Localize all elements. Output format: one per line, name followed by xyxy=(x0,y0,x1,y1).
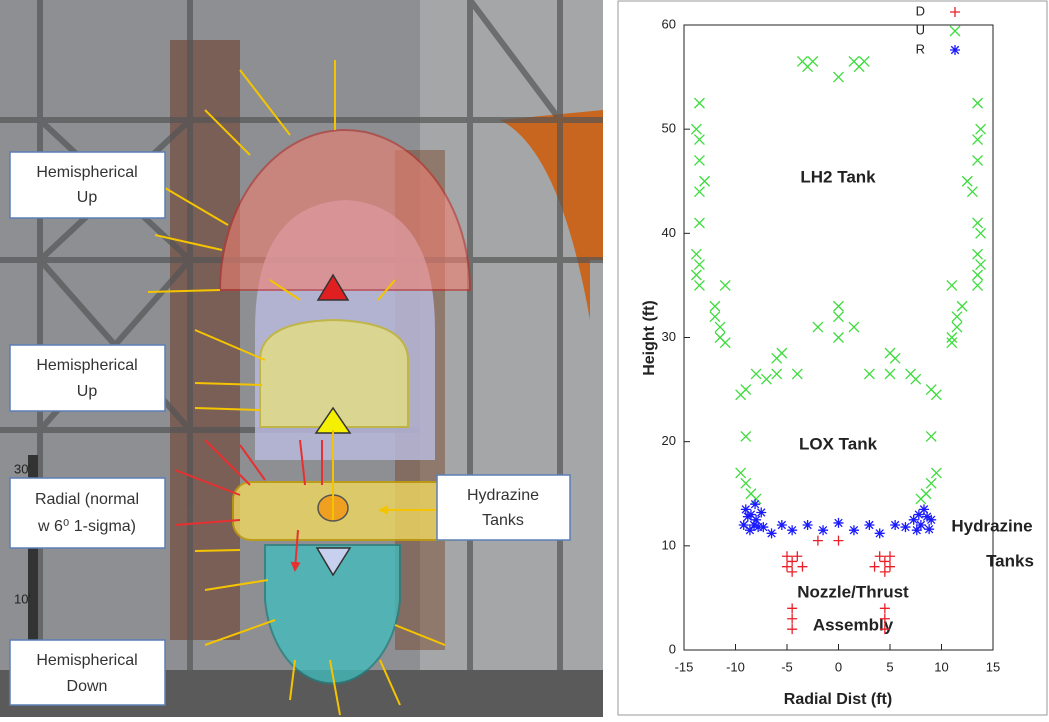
point xyxy=(756,508,766,518)
ruler-label: 10' xyxy=(14,591,31,606)
point xyxy=(875,528,885,538)
y-tick-label: 20 xyxy=(662,433,676,448)
x-axis-label: Radial Dist (ft) xyxy=(784,691,892,708)
chart-panel xyxy=(618,1,1047,715)
illustration: 30' 10' Hemispherical Up Hemispherical U… xyxy=(0,0,603,717)
label-box: Hemispherical Up xyxy=(10,345,165,411)
x-tick-label: 15 xyxy=(986,659,1000,674)
y-tick-label: 0 xyxy=(669,641,676,656)
y-tick-label: 10 xyxy=(662,537,676,552)
point xyxy=(758,522,768,532)
point xyxy=(818,525,828,535)
point xyxy=(803,520,813,530)
point xyxy=(926,515,936,525)
point xyxy=(890,520,900,530)
legend-marker xyxy=(950,45,960,55)
label-box: Hydrazine Tanks xyxy=(437,475,570,540)
point xyxy=(745,525,755,535)
label-box: Hemispherical Up xyxy=(10,152,165,218)
label: Hemispherical xyxy=(36,652,137,669)
point xyxy=(750,499,760,509)
point xyxy=(777,520,787,530)
x-tick-label: 10 xyxy=(934,659,948,674)
label: Hemispherical xyxy=(36,357,137,374)
annotation: Hydrazine xyxy=(951,516,1032,535)
y-tick-label: 60 xyxy=(662,16,676,31)
legend-label: U xyxy=(916,22,925,37)
label: Radial (normal xyxy=(35,491,139,508)
legend-label: R xyxy=(916,41,925,56)
x-tick-label: 0 xyxy=(835,659,842,674)
x-tick-label: -5 xyxy=(781,659,793,674)
point xyxy=(849,525,859,535)
legend-label: D xyxy=(916,3,925,18)
point xyxy=(739,520,749,530)
point xyxy=(767,528,777,538)
label: w 6⁰ 1-sigma) xyxy=(37,518,136,535)
annotation: LH2 Tank xyxy=(800,167,876,186)
label-box: Radial (normal w 6⁰ 1-sigma) xyxy=(10,478,165,548)
point xyxy=(864,520,874,530)
label: Up xyxy=(77,189,98,206)
point xyxy=(912,525,922,535)
figure: 30' 10' Hemispherical Up Hemispherical U… xyxy=(0,0,1049,717)
annotation: LOX Tank xyxy=(799,434,878,453)
ruler-label: 30' xyxy=(14,461,31,476)
label: Hemispherical xyxy=(36,164,137,181)
x-tick-label: -15 xyxy=(675,659,694,674)
point xyxy=(787,525,797,535)
label: Up xyxy=(77,383,98,400)
annotation: Tanks xyxy=(986,551,1034,570)
y-tick-label: 30 xyxy=(662,329,676,344)
label: Tanks xyxy=(482,512,524,529)
point xyxy=(751,515,761,525)
x-tick-label: 5 xyxy=(886,659,893,674)
annotation: Nozzle/Thrust xyxy=(797,582,909,601)
point xyxy=(900,522,910,532)
label-box: Hemispherical Down xyxy=(10,640,165,705)
x-tick-label: -10 xyxy=(726,659,745,674)
point xyxy=(924,524,934,534)
y-axis-label: Height (ft) xyxy=(641,300,658,376)
label: Down xyxy=(67,678,108,695)
y-tick-label: 50 xyxy=(662,121,676,136)
y-tick-label: 40 xyxy=(662,225,676,240)
label: Hydrazine xyxy=(467,487,539,504)
point xyxy=(834,518,844,528)
